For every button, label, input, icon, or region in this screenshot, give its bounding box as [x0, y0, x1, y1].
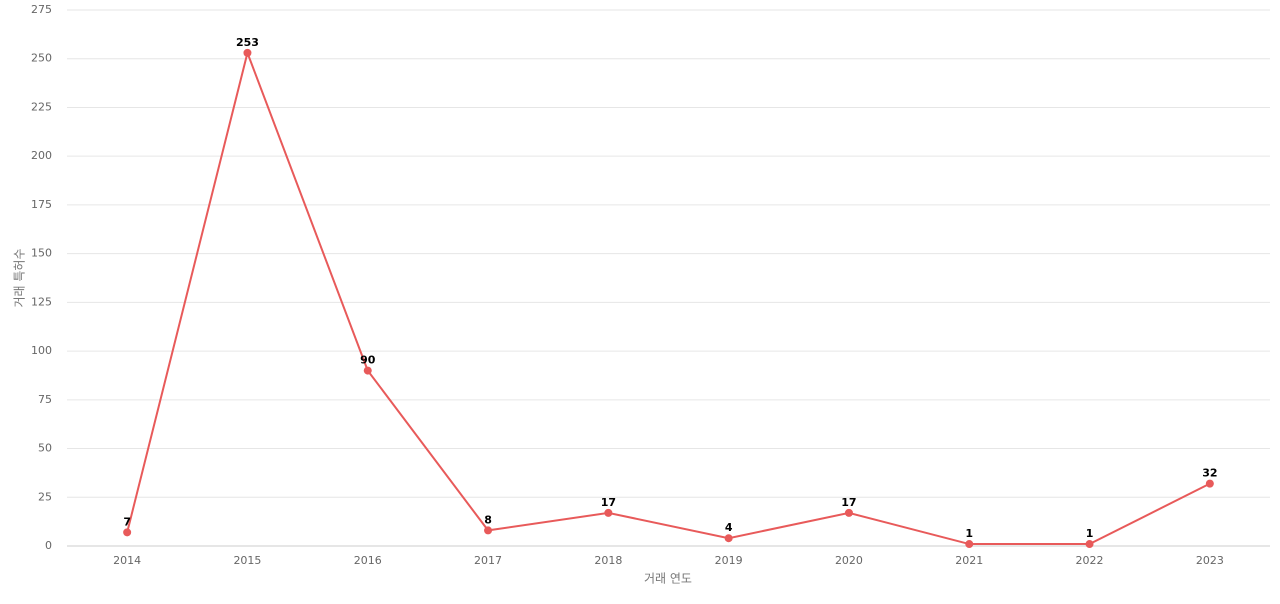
point [1205, 479, 1214, 488]
line [126, 49, 1211, 546]
y-tick-label: 0 [45, 539, 52, 552]
data-label: 1 [1086, 527, 1094, 540]
point [724, 534, 733, 543]
data-label: 253 [236, 36, 259, 49]
y-axis-title: 거래 특허수 [13, 248, 27, 307]
point [844, 508, 853, 517]
point [1085, 540, 1094, 549]
x-tick-label: 2019 [715, 554, 743, 567]
point [965, 540, 974, 549]
y-tick-label: 100 [31, 344, 52, 357]
y-tick-label: 75 [38, 393, 52, 406]
data-label: 8 [484, 513, 492, 526]
x-tick-label: 2015 [233, 554, 261, 567]
y-tick-label: 250 [31, 52, 52, 65]
x-tick-label: 2022 [1076, 554, 1104, 567]
data-label: 1 [965, 527, 973, 540]
y-tick-label: 175 [31, 198, 52, 211]
y-tick-label: 150 [31, 247, 52, 260]
y-tick-label: 275 [31, 3, 52, 16]
y-tick-label: 125 [31, 295, 52, 308]
data-label: 17 [841, 496, 856, 509]
data-label: 32 [1202, 467, 1217, 480]
data-label: 4 [725, 521, 733, 534]
point [363, 366, 372, 375]
point [243, 48, 252, 57]
point [604, 508, 613, 517]
point [484, 526, 493, 535]
x-axis-title: 거래 연도 [644, 572, 692, 586]
y-tick-label: 200 [31, 149, 52, 162]
x-tick-label: 2018 [594, 554, 622, 567]
data-label: 17 [601, 496, 616, 509]
x-tick-label: 2017 [474, 554, 502, 567]
x-tick-label: 2023 [1196, 554, 1224, 567]
y-tick-label: 225 [31, 100, 52, 113]
point [123, 528, 132, 537]
y-tick-label: 25 [38, 490, 52, 503]
x-tick-label: 2021 [955, 554, 983, 567]
data-label: 7 [123, 515, 131, 528]
data-label: 90 [360, 354, 376, 367]
x-tick-label: 2016 [354, 554, 382, 567]
x-tick-label: 2020 [835, 554, 863, 567]
x-tick-label: 2014 [113, 554, 141, 567]
y-tick-label: 50 [38, 442, 52, 455]
